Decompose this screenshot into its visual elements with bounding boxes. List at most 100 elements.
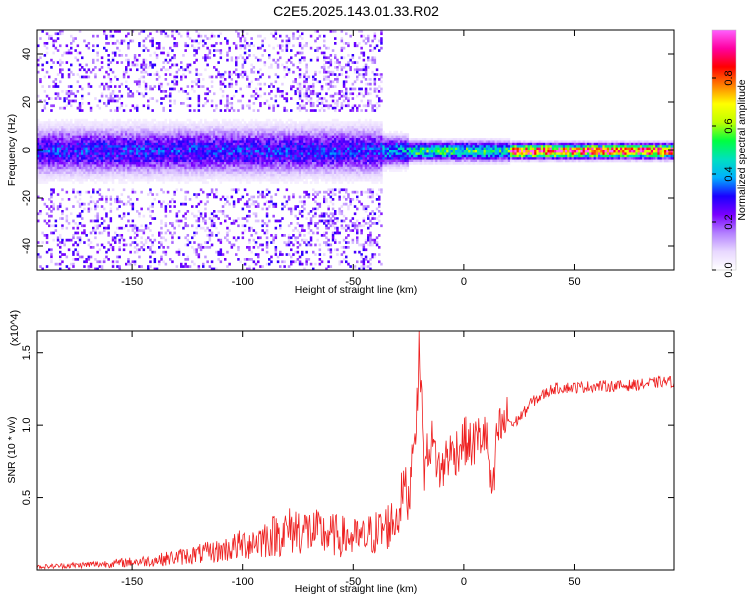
heatmap-cell [140,138,143,141]
heatmap-cell [94,166,97,170]
heatmap-cell [301,130,304,134]
heatmap-cell [210,138,214,141]
heatmap-cell [100,217,104,220]
heatmap-cell [180,219,183,223]
heatmap-cell [109,34,113,38]
heatmap-cell [221,205,225,208]
heatmap-cell [292,162,295,165]
heatmap-cell [219,56,223,60]
heatmap-cell [107,133,110,136]
heatmap-cell [298,128,302,132]
heatmap-cell [140,236,143,240]
heatmap-cell [116,164,119,168]
heatmap-cell [142,94,146,98]
heatmap-cell [184,178,187,182]
heatmap-cell [197,193,201,196]
heatmap-cell [122,73,126,76]
heatmap-cell [37,176,40,180]
heatmap-cell [56,140,60,144]
heatmap-cell [248,121,251,124]
heatmap-cell [41,152,44,156]
heatmap-cell [208,238,212,242]
heatmap-cell [52,61,55,64]
heatmap-cell [136,109,139,112]
heatmap-cell [59,202,62,206]
heatmap-cell [54,85,58,88]
heatmap-cell [193,157,196,160]
heatmap-cell [199,123,203,127]
heatmap-cell [263,82,267,86]
heatmap-cell [186,133,190,136]
heatmap-cell [188,63,192,67]
heatmap-cell [171,222,174,225]
heatmap-cell [246,78,249,81]
heatmap-cell [59,97,62,100]
heatmap-cell [151,121,154,124]
heatmap-cell [193,174,196,177]
heatmap-cell [303,85,306,88]
heatmap-cell [208,166,212,170]
heatmap-cell [254,171,258,175]
heatmap-cell [41,68,44,72]
heatmap-cell [94,202,97,206]
heatmap-cell [118,152,121,156]
heatmap-cell [285,188,289,192]
heatmap-cell [188,109,192,112]
heatmap-cell [246,85,249,88]
heatmap-cell [261,166,264,170]
heatmap-cell [169,178,172,182]
heatmap-cell [182,73,185,76]
heatmap-cell [204,121,207,124]
heatmap-cell [171,34,174,38]
heatmap-cell [239,128,242,132]
heatmap-cell [169,138,172,141]
heatmap-cell [81,142,84,146]
heatmap-cell [83,207,86,211]
heatmap-cell [281,253,284,256]
heatmap-cell [175,130,179,134]
heatmap-cell [65,162,69,165]
heatmap-cell [210,166,214,170]
heatmap-cell [89,159,93,163]
heatmap-cell [78,171,82,175]
heatmap-cell [213,130,216,134]
heatmap-cell [129,166,132,170]
heatmap-cell [298,82,302,86]
heatmap-cell [186,159,190,163]
heatmap-cell [72,219,75,223]
heatmap-cell [219,178,223,182]
heatmap-cell [246,200,249,204]
heatmap-cell [248,214,251,218]
heatmap-cell [241,63,245,67]
heatmap-cell [81,176,84,180]
heatmap-cell [144,241,148,244]
heatmap-cell [48,118,51,122]
heatmap-cell [254,176,258,180]
heatmap-cell [254,128,258,132]
heatmap-cell [111,157,115,160]
heatmap-cell [261,54,264,57]
heatmap-cell [224,219,227,223]
heatmap-cell [59,262,62,266]
heatmap-cell [221,118,225,122]
heatmap-cell [67,174,71,177]
heatmap-cell [265,99,269,103]
heatmap-cell [94,214,97,218]
heatmap-cell [105,171,108,175]
heatmap-cell [283,169,286,172]
heatmap-cell [270,90,273,93]
heatmap-cell [107,176,110,180]
heatmap-cell [74,126,77,129]
heatmap-cell [87,135,91,139]
heatmap-cell [285,121,289,124]
heatmap-cell [215,190,218,194]
heatmap-cell [83,157,86,160]
heatmap-cell [208,138,212,141]
heatmap-cell [89,70,93,74]
heatmap-cell [138,162,141,165]
heatmap-cell [224,236,227,240]
heatmap-cell [175,138,179,141]
heatmap-cell [37,159,40,163]
heatmap-cell [182,159,185,163]
heatmap-cell [195,169,198,172]
